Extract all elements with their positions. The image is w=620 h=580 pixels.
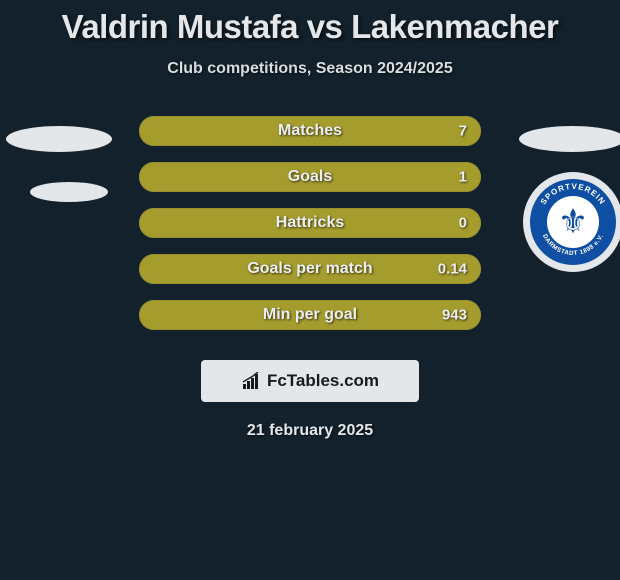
stat-bar: Matches 7 [139, 116, 481, 146]
stat-bar: Hattricks 0 [139, 208, 481, 238]
stat-label: Goals per match [247, 260, 372, 278]
stat-row: Matches 7 [0, 108, 620, 154]
watermark: FcTables.com [201, 360, 419, 402]
stat-label: Min per goal [263, 306, 357, 324]
stat-row: Min per goal 943 [0, 292, 620, 338]
stat-value-right: 0.14 [438, 261, 467, 278]
stats-chart: Matches 7 Goals 1 Hattricks 0 Goals per … [0, 78, 620, 338]
stat-label: Goals [288, 168, 332, 186]
stat-bar: Goals per match 0.14 [139, 254, 481, 284]
date-label: 21 february 2025 [0, 422, 620, 440]
stat-label: Hattricks [276, 214, 344, 232]
stat-value-right: 943 [442, 307, 467, 324]
stat-value-right: 7 [459, 123, 467, 140]
stat-value-right: 1 [459, 169, 467, 186]
page-title: Valdrin Mustafa vs Lakenmacher [0, 0, 620, 46]
stat-row: Goals per match 0.14 [0, 246, 620, 292]
stat-row: Goals 1 [0, 154, 620, 200]
stat-bar: Min per goal 943 [139, 300, 481, 330]
stat-row: Hattricks 0 [0, 200, 620, 246]
watermark-text: FcTables.com [267, 371, 379, 391]
stat-label: Matches [278, 122, 342, 140]
chart-bars-icon [241, 372, 263, 390]
stat-bar: Goals 1 [139, 162, 481, 192]
stat-value-right: 0 [459, 215, 467, 232]
subtitle: Club competitions, Season 2024/2025 [0, 60, 620, 78]
